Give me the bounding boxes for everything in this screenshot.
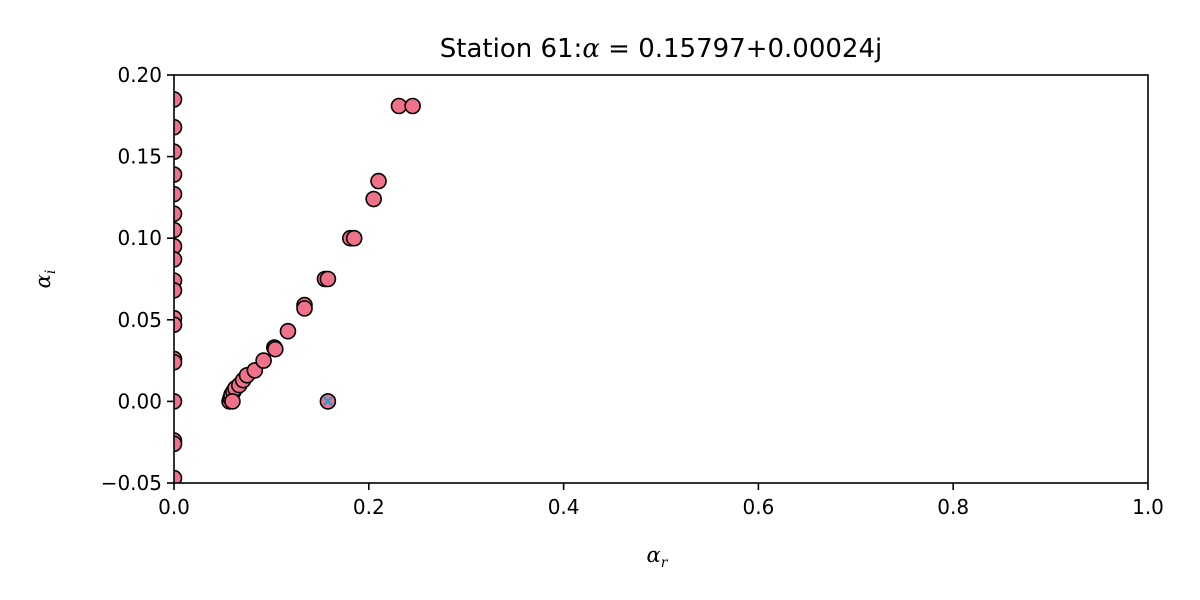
alpha-marker [322, 395, 334, 407]
data-point [296, 300, 313, 317]
data-point [255, 352, 272, 369]
plot-frame [173, 74, 1149, 484]
data-point [174, 91, 183, 108]
data-point [174, 118, 183, 136]
data-point [174, 469, 183, 483]
data-point [319, 270, 337, 288]
x-tick-label: 0.4 [548, 495, 580, 519]
data-point [174, 353, 183, 371]
data-point [224, 393, 241, 410]
y-axis-label: αi [31, 270, 59, 289]
data-point [390, 97, 408, 115]
x-tick-label: 0.0 [158, 495, 190, 519]
y-tick-label: 0.20 [117, 63, 162, 87]
data-point [174, 238, 183, 255]
x-tick-label: 0.8 [937, 495, 969, 519]
data-point [174, 221, 183, 239]
data-point [279, 322, 297, 340]
x-tick-label: 0.2 [353, 495, 385, 519]
ticks-layer: 0.0 0.2 0.4 0.6 0.8 1.0 −0.05 0.00 0.05 0.10 0.15 0… [101, 63, 1164, 519]
y-tick-label: 0.00 [117, 389, 162, 413]
data-point [174, 185, 183, 203]
x-tick-label: 1.0 [1132, 495, 1164, 519]
data-point [174, 393, 183, 410]
x-axis-label: αr [647, 543, 669, 571]
data-point [174, 251, 183, 268]
y-tick-label: −0.05 [101, 471, 162, 495]
chart-title: Station 61:α = 0.15797+0.00024j [440, 34, 882, 64]
data-point [174, 166, 183, 183]
data-point [370, 172, 387, 190]
data-point [404, 97, 421, 115]
x-tick-label: 0.6 [742, 495, 774, 519]
data-point [174, 143, 183, 161]
data-point [174, 205, 183, 223]
data-point [174, 435, 183, 453]
data-point [174, 282, 183, 299]
data-point [345, 229, 363, 247]
data-point [365, 190, 382, 208]
y-tick-label: 0.10 [117, 226, 162, 250]
y-tick-label: 0.15 [117, 145, 162, 169]
points-layer [174, 91, 421, 483]
data-point [266, 340, 284, 358]
data-point [174, 316, 183, 333]
y-tick-label: 0.05 [117, 308, 162, 332]
